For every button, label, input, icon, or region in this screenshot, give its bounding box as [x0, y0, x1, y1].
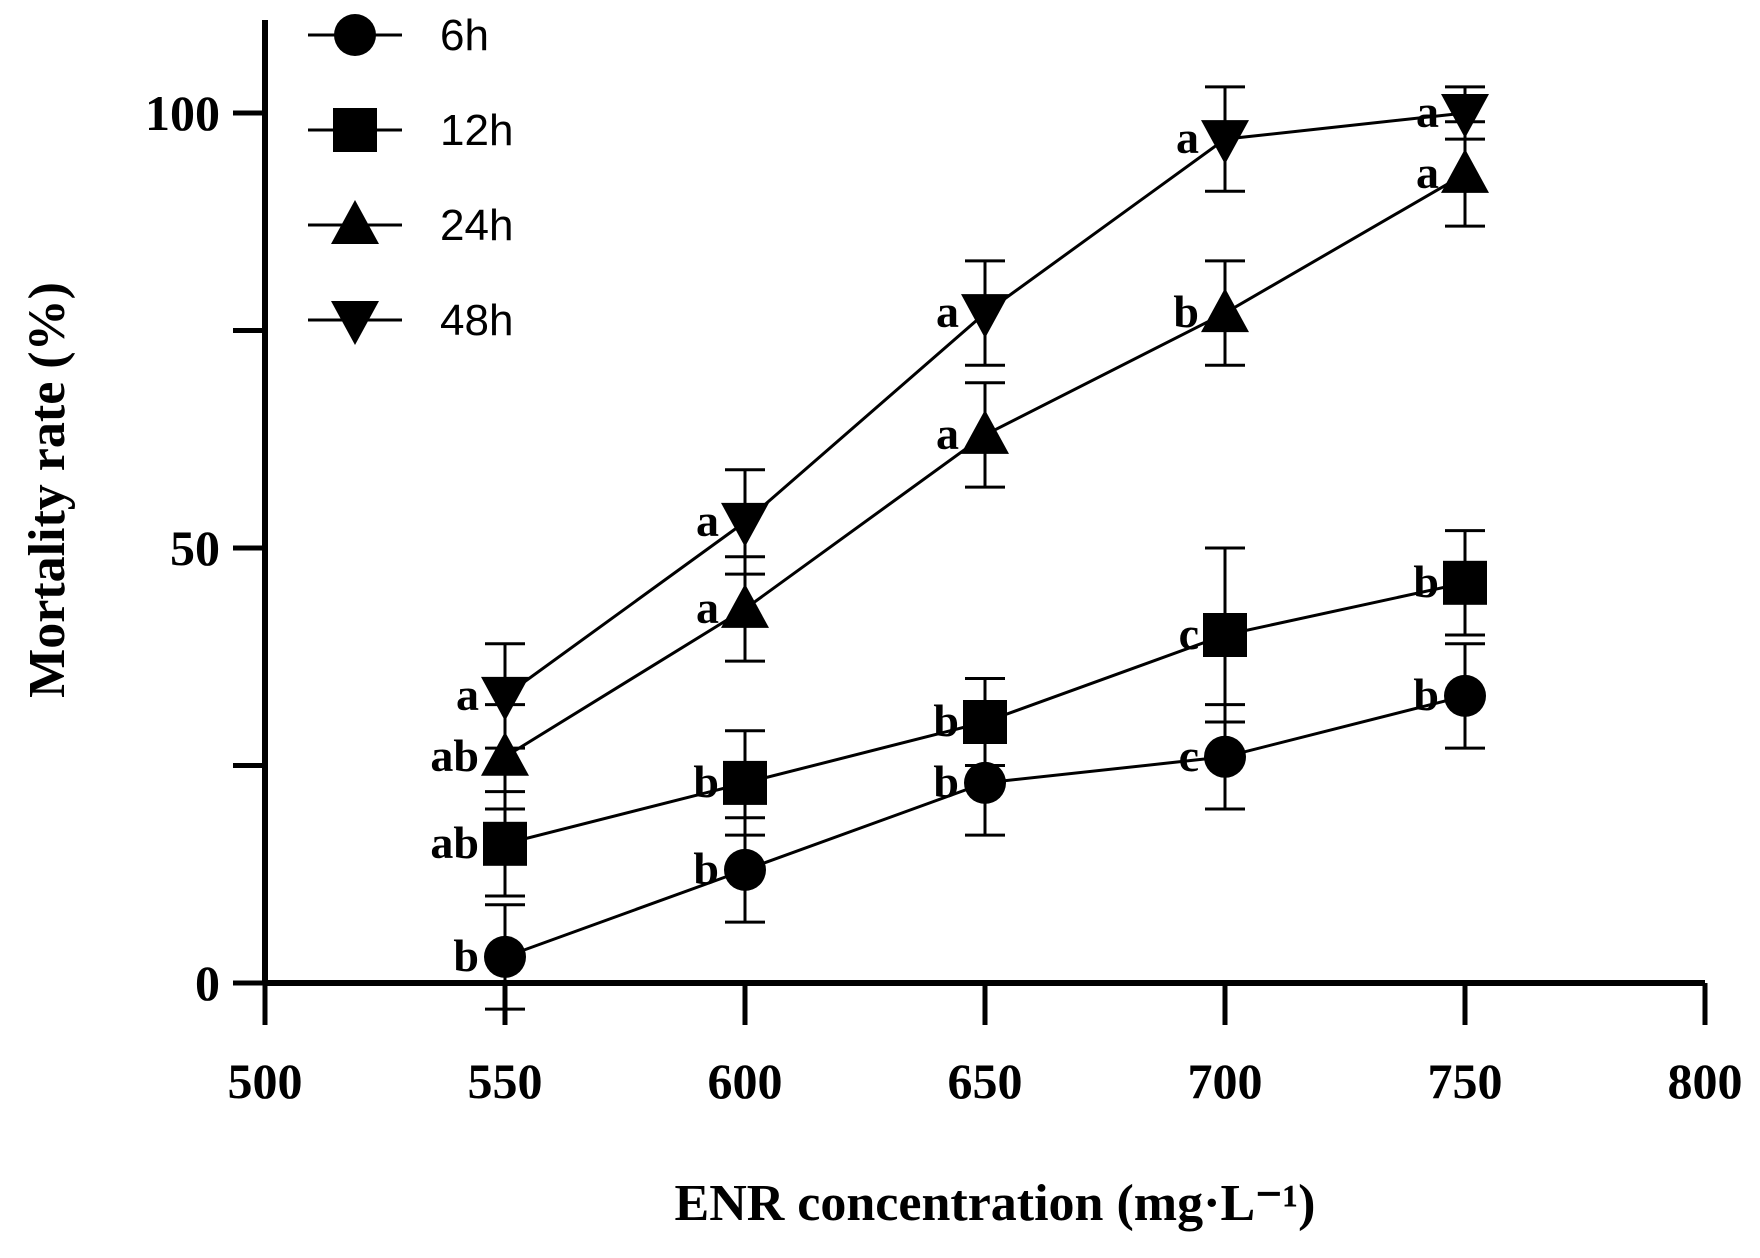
series-12h — [483, 529, 1487, 898]
significance-label: ab — [430, 730, 479, 781]
significance-label: b — [933, 695, 959, 746]
significance-label: b — [1413, 556, 1439, 607]
significance-label: a — [456, 669, 479, 720]
significance-label: a — [936, 408, 959, 459]
legend: 6h 12h 24h 48h — [308, 11, 513, 345]
legend-label: 24h — [440, 201, 513, 250]
x-tick-label: 500 — [228, 1053, 303, 1109]
marker-triangle-up — [331, 200, 379, 244]
series-layer — [481, 85, 1489, 1011]
legend-label: 12h — [440, 106, 513, 155]
axes: 500 550 600 650 700 750 800 0 50 100 — [145, 20, 1743, 1109]
legend-label: 6h — [440, 11, 489, 60]
x-tick-label: 750 — [1428, 1053, 1503, 1109]
marker-square — [723, 760, 767, 805]
significance-label: b — [1413, 669, 1439, 720]
marker-triangle-up — [961, 409, 1009, 454]
y-axis-title: Mortality rate (%) — [19, 282, 76, 698]
marker-triangle-down — [1201, 120, 1249, 165]
marker-circle — [1444, 674, 1486, 717]
marker-circle — [1204, 735, 1246, 778]
significance-label: b — [693, 843, 719, 894]
x-axis-title: ENR concentration (mg·L⁻¹) — [675, 1175, 1316, 1232]
marker-square — [483, 821, 527, 866]
series-24h — [481, 120, 1489, 811]
significance-label: a — [1416, 86, 1439, 137]
significance-label: b — [933, 756, 959, 807]
marker-square — [1203, 613, 1247, 657]
significance-label: c — [1179, 730, 1199, 781]
marker-square — [1443, 560, 1487, 605]
marker-circle — [334, 14, 376, 56]
significance-label: a — [1176, 112, 1199, 163]
marker-triangle-down — [331, 301, 379, 345]
marker-triangle-down — [721, 502, 769, 547]
marker-triangle-up — [481, 731, 529, 776]
marker-circle — [724, 848, 766, 891]
significance-label: a — [696, 495, 719, 546]
marker-circle — [484, 935, 526, 978]
significance-label: a — [696, 582, 719, 633]
marker-triangle-down — [1441, 94, 1489, 138]
significance-label: b — [1173, 286, 1199, 337]
x-tick-label: 800 — [1668, 1053, 1743, 1109]
marker-square — [963, 700, 1007, 744]
marker-triangle-up — [721, 583, 769, 628]
significance-label: b — [693, 756, 719, 807]
series-48h — [481, 85, 1489, 750]
significance-label: b — [453, 930, 479, 981]
marker-triangle-down — [481, 676, 529, 721]
significance-label: a — [936, 286, 959, 337]
y-tick-label: 100 — [145, 85, 220, 141]
marker-square — [333, 108, 377, 152]
marker-circle — [964, 761, 1006, 804]
significance-label: a — [1416, 147, 1439, 198]
marker-triangle-down — [961, 294, 1009, 339]
x-tick-label: 550 — [468, 1053, 543, 1109]
marker-triangle-up — [1441, 148, 1489, 193]
y-tick-label: 50 — [170, 520, 220, 576]
significance-label: ab — [430, 817, 479, 868]
x-tick-label: 650 — [948, 1053, 1023, 1109]
x-tick-label: 700 — [1188, 1053, 1263, 1109]
y-tick-label: 0 — [195, 955, 220, 1011]
x-tick-label: 600 — [708, 1053, 783, 1109]
legend-label: 48h — [440, 296, 513, 345]
marker-triangle-up — [1201, 288, 1249, 333]
significance-label: c — [1179, 608, 1199, 659]
